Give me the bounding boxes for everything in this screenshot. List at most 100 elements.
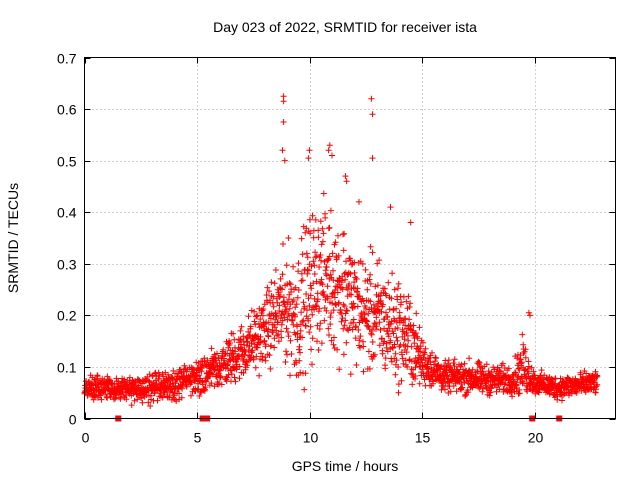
data-point	[238, 323, 245, 330]
data-point	[305, 155, 312, 162]
data-point	[383, 292, 390, 299]
data-point	[412, 364, 419, 371]
data-point	[224, 374, 231, 381]
data-point	[330, 267, 336, 274]
data-point	[136, 377, 143, 384]
data-point	[298, 277, 305, 284]
data-point	[305, 317, 312, 324]
data-point	[195, 386, 202, 393]
data-point	[91, 393, 98, 400]
data-point	[376, 319, 383, 326]
data-point	[395, 389, 402, 396]
data-point	[302, 370, 309, 377]
data-point	[247, 332, 254, 339]
data-point	[252, 364, 259, 371]
data-point	[272, 267, 279, 273]
data-point	[330, 307, 337, 314]
data-point	[308, 346, 315, 353]
data-point	[525, 309, 532, 316]
data-point	[131, 397, 138, 404]
data-point	[200, 362, 207, 369]
data-point	[369, 356, 376, 362]
data-point	[217, 374, 224, 381]
data-point	[218, 381, 225, 388]
data-point	[285, 235, 292, 241]
data-point	[335, 232, 341, 239]
data-point	[343, 307, 350, 314]
data-point	[295, 287, 302, 293]
data-point	[274, 332, 280, 339]
data-point	[268, 342, 275, 349]
data-point	[444, 372, 451, 379]
data-point	[260, 306, 267, 312]
data-point	[339, 286, 346, 293]
data-point	[342, 276, 349, 283]
data-point	[393, 319, 400, 325]
data-point	[350, 300, 357, 307]
data-point	[423, 364, 430, 371]
data-point	[298, 270, 305, 277]
data-point	[237, 337, 244, 344]
data-point	[314, 296, 321, 303]
data-point	[400, 319, 407, 326]
data-point	[250, 356, 257, 363]
data-point	[388, 358, 395, 365]
data-point	[559, 397, 565, 404]
data-point	[188, 379, 195, 386]
data-point	[483, 361, 490, 368]
data-point	[265, 333, 272, 340]
data-point	[318, 340, 325, 347]
data-point	[251, 308, 258, 315]
data-point	[280, 119, 287, 125]
x-tick-label: 0	[82, 430, 90, 446]
data-point	[367, 271, 374, 278]
y-tick-label: 0.3	[57, 257, 77, 273]
data-point	[362, 266, 369, 273]
data-point	[175, 370, 182, 377]
data-point	[262, 341, 269, 348]
plot-frame	[84, 57, 616, 419]
data-point	[307, 230, 314, 237]
data-point	[369, 327, 375, 334]
data-point	[364, 318, 371, 325]
data-point	[236, 363, 243, 370]
data-point	[329, 290, 336, 297]
data-point	[356, 198, 362, 205]
data-point	[527, 312, 533, 319]
data-point	[347, 270, 354, 277]
y-tick-label: 0.5	[57, 154, 77, 170]
y-axis-label: SRMTID / TECUs	[5, 183, 21, 293]
data-point	[347, 371, 354, 378]
data-point	[364, 286, 371, 293]
data-point	[342, 317, 349, 324]
data-point	[204, 357, 211, 364]
data-point	[382, 355, 389, 362]
data-point	[403, 349, 410, 356]
data-point	[407, 219, 414, 226]
data-point	[385, 279, 392, 286]
data-point	[295, 268, 302, 275]
data-point	[232, 348, 239, 355]
data-point	[343, 339, 350, 346]
data-point	[394, 296, 401, 303]
data-point	[245, 328, 252, 335]
data-point	[398, 377, 405, 384]
data-point	[488, 385, 495, 392]
data-point	[303, 291, 310, 297]
data-point	[253, 353, 260, 360]
data-point	[306, 147, 313, 154]
data-point	[176, 390, 182, 397]
data-point	[406, 316, 413, 323]
data-point	[256, 372, 263, 379]
data-point	[394, 325, 401, 331]
data-point	[407, 300, 414, 307]
data-point	[310, 280, 317, 287]
data-point	[315, 234, 322, 241]
data-point	[275, 338, 282, 345]
data-point	[383, 344, 390, 351]
data-point	[429, 349, 435, 356]
data-point	[280, 98, 287, 105]
data-point	[594, 381, 601, 388]
data-point	[354, 303, 361, 310]
data-point	[251, 318, 258, 325]
